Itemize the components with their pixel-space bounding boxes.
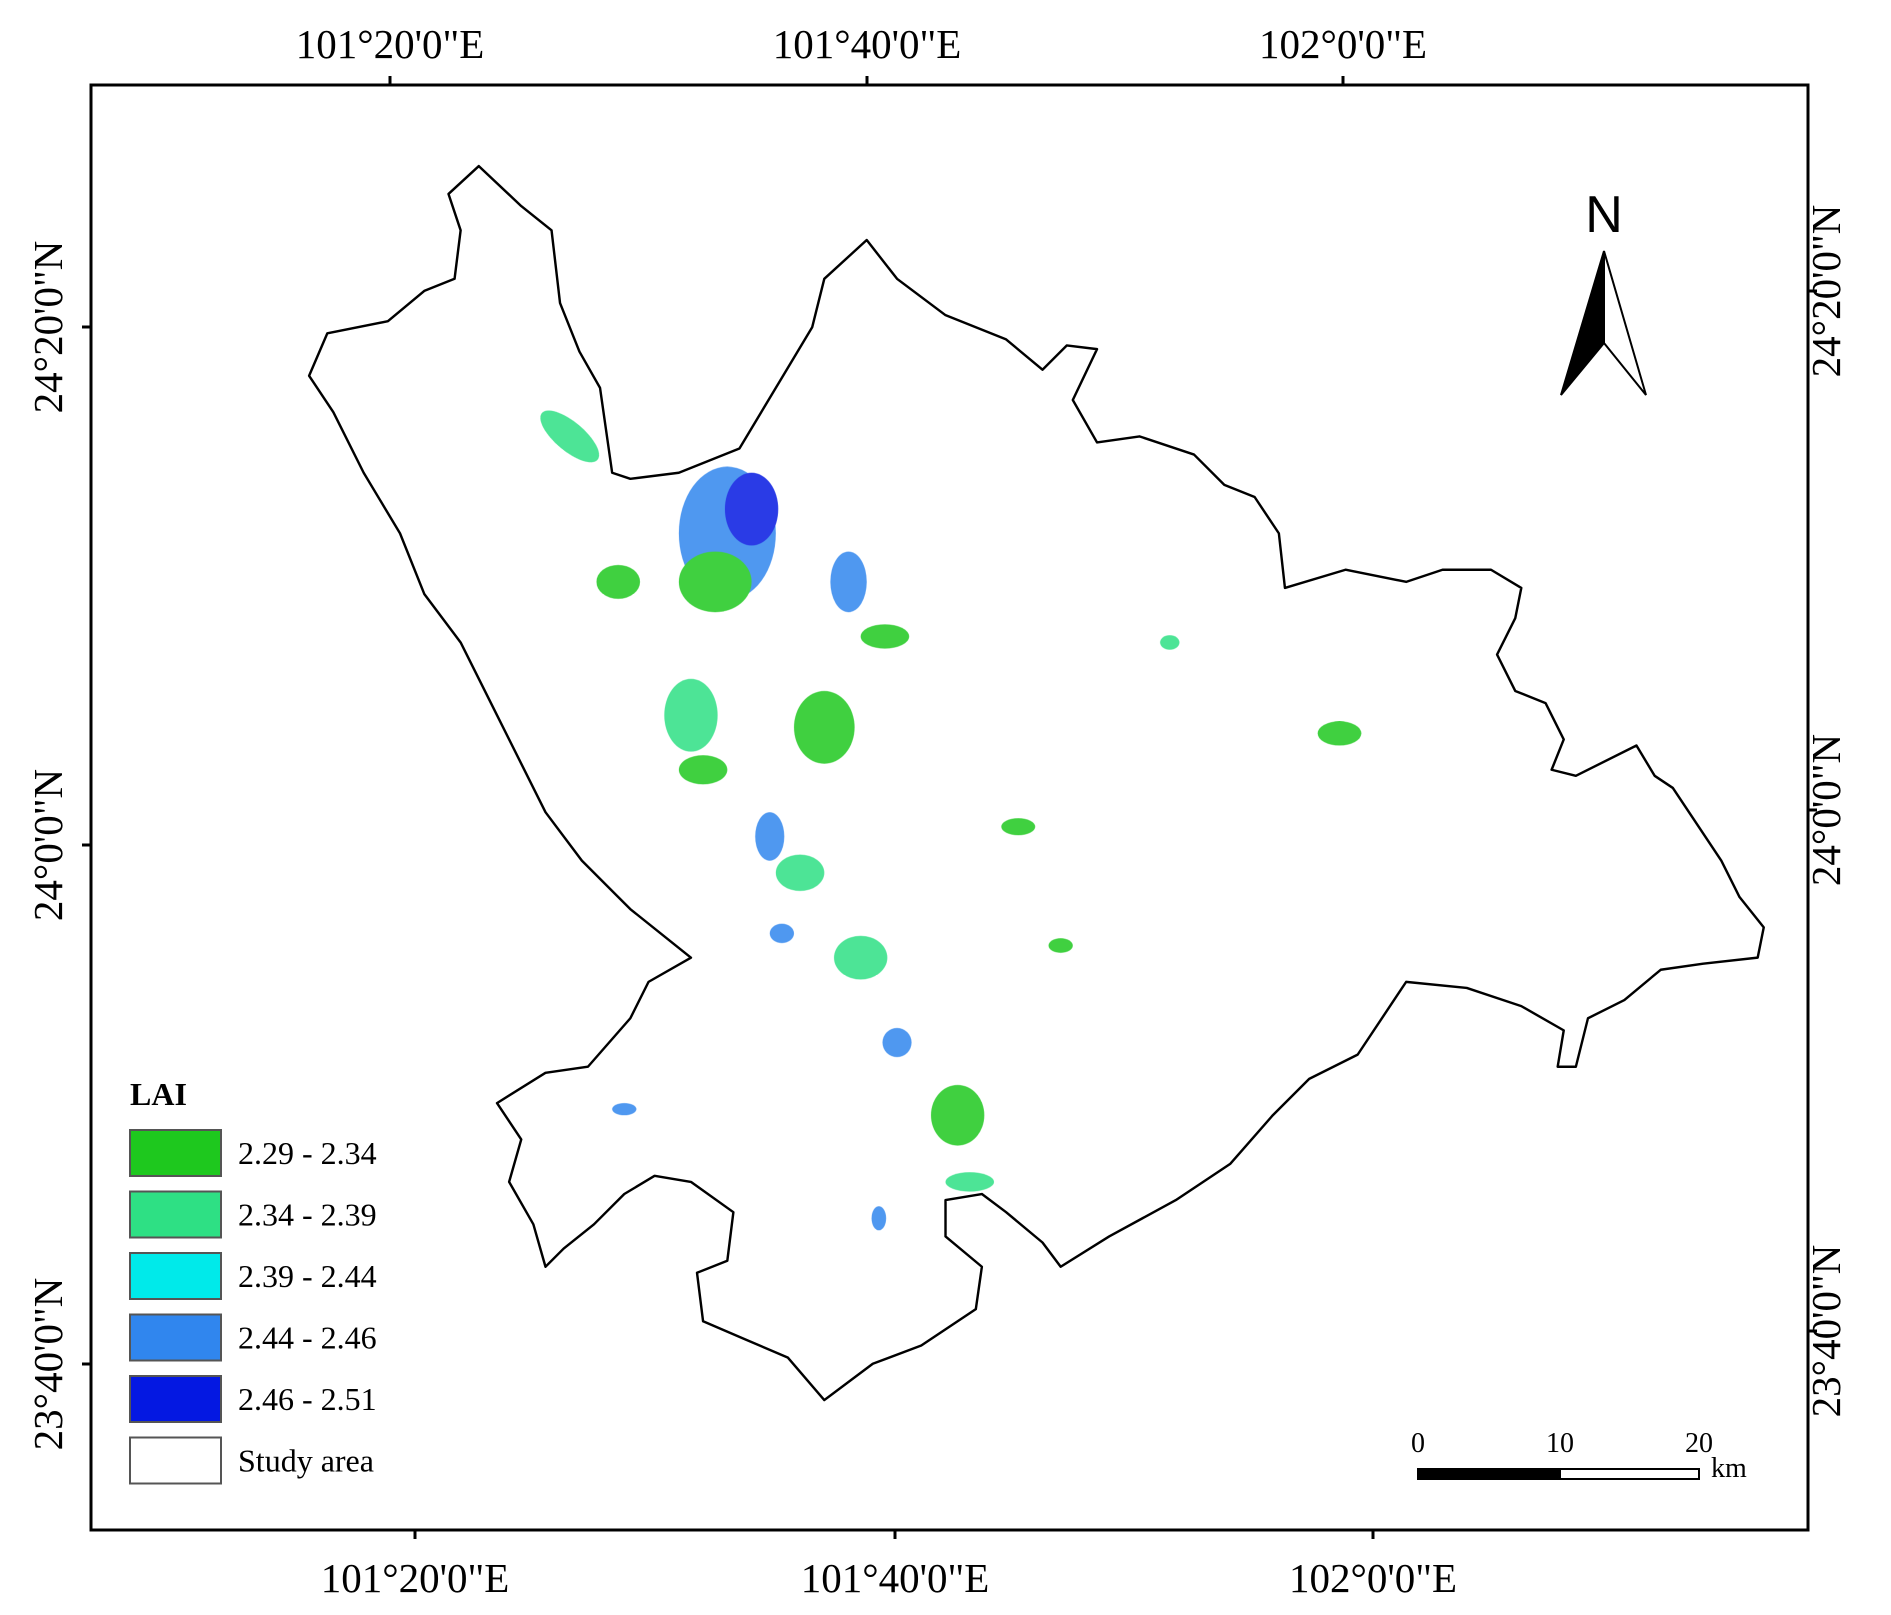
legend-swatch <box>129 1375 222 1423</box>
left-label: 23°40'0"N <box>25 1278 71 1451</box>
map-frame <box>89 83 1810 1532</box>
study-area-outline <box>307 164 1765 1402</box>
graticule-labels: 101°20'0"E 101°40'0"E 102°0'0"E 101°20'0"E 1… <box>25 21 1849 1601</box>
bottom-label: 101°20'0"E <box>321 1555 510 1601</box>
legend-swatch <box>129 1436 222 1485</box>
legend-swatch <box>129 1129 222 1177</box>
legend-label: Study area <box>238 1443 374 1479</box>
scale-tick-label: 20 <box>1685 1428 1713 1459</box>
north-label: N <box>1585 186 1623 244</box>
scale-tick-label: 10 <box>1546 1428 1574 1459</box>
bottom-label: 102°0'0"E <box>1289 1555 1457 1601</box>
legend-label: 2.44 - 2.46 <box>238 1320 377 1356</box>
left-label: 24°20'0"N <box>25 241 71 414</box>
legend-swatch <box>129 1313 222 1362</box>
top-label: 101°20'0"E <box>296 21 485 67</box>
scale-unit: km <box>1711 1453 1747 1484</box>
north-arrow: N <box>1560 186 1647 396</box>
top-label: 101°40'0"E <box>773 21 962 67</box>
legend: 2.29 - 2.34 2.34 - 2.39 2.39 - 2.44 2.44 - … <box>129 1129 377 1485</box>
legend-swatch <box>129 1190 222 1239</box>
legend-label: 2.34 - 2.39 <box>238 1197 377 1233</box>
legend-label: 2.29 - 2.34 <box>238 1135 377 1171</box>
study-area <box>307 164 1765 1402</box>
scale-tick-label: 0 <box>1411 1428 1425 1459</box>
bottom-label: 101°40'0"E <box>801 1555 990 1601</box>
right-label: 24°20'0"N <box>1803 205 1849 378</box>
legend-title: LAI <box>130 1076 187 1112</box>
top-label: 102°0'0"E <box>1259 21 1427 67</box>
legend-swatch <box>129 1252 222 1300</box>
left-label: 24°0'0"N <box>25 769 71 921</box>
right-label: 24°0'0"N <box>1803 734 1849 886</box>
lai-patches <box>540 410 1362 1231</box>
right-label: 23°40'0"N <box>1803 1245 1849 1418</box>
legend-label: 2.46 - 2.51 <box>238 1381 377 1417</box>
legend-label: 2.39 - 2.44 <box>238 1258 377 1294</box>
ticks <box>82 76 1817 1539</box>
